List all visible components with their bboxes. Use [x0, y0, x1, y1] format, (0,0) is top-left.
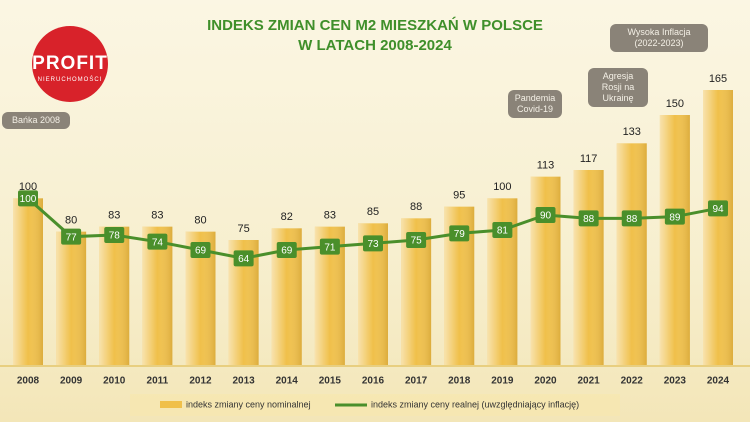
x-tick-label: 2018 — [448, 376, 471, 387]
annotation: Wysoka Inflacja (2022-2023) — [610, 24, 708, 52]
logo: PROFIT NIERUCHOMOŚCI — [32, 26, 108, 102]
value-label: 88 — [626, 214, 638, 225]
value-label: 88 — [410, 201, 422, 213]
x-tick-label: 2020 — [534, 376, 557, 387]
bar-shine — [703, 90, 733, 365]
value-label: 83 — [324, 210, 336, 222]
bar-shine — [56, 231, 87, 365]
x-tick-label: 2022 — [621, 376, 644, 387]
x-tick-label: 2021 — [578, 376, 601, 387]
bar-shine — [616, 143, 647, 365]
value-label: 69 — [195, 246, 207, 257]
point — [104, 227, 125, 243]
x-tick-label: 2023 — [664, 376, 687, 387]
point — [664, 208, 685, 225]
point — [449, 225, 470, 242]
value-label: 90 — [540, 211, 552, 222]
legend-label: indeks zmiany ceny nominalnej — [186, 399, 311, 409]
x-tick-label: 2008 — [17, 376, 40, 387]
x-tick-label: 2017 — [405, 376, 428, 387]
value-label: 133 — [623, 126, 641, 138]
x-tick-label: 2014 — [276, 376, 299, 387]
value-label: 82 — [281, 211, 293, 223]
bar-shine — [142, 226, 173, 365]
value-label: 79 — [454, 229, 466, 240]
point — [363, 235, 383, 252]
value-label: 95 — [453, 190, 465, 202]
value-label: 80 — [65, 215, 77, 227]
x-tick-label: 2019 — [491, 376, 514, 387]
value-label: 73 — [367, 239, 379, 250]
point — [190, 242, 211, 258]
value-label: 64 — [238, 254, 250, 265]
value-label: 100 — [19, 181, 37, 193]
point — [578, 210, 599, 227]
x-tick-label: 2016 — [362, 376, 385, 387]
point — [492, 222, 513, 238]
value-label: 75 — [238, 223, 250, 235]
value-label: 80 — [194, 215, 206, 227]
value-label: 165 — [709, 73, 727, 85]
value-label: 77 — [66, 232, 78, 243]
value-label: 100 — [493, 181, 511, 193]
point — [406, 232, 427, 248]
x-tick-label: 2011 — [147, 376, 169, 387]
value-label: 89 — [669, 212, 681, 223]
x-tick-label: 2013 — [233, 376, 256, 387]
x-tick-label: 2012 — [189, 376, 212, 387]
point — [147, 233, 168, 250]
value-label: 69 — [281, 246, 293, 257]
bar-shine — [13, 198, 43, 365]
x-tick-label: 2010 — [103, 376, 126, 387]
value-label: 100 — [20, 194, 37, 205]
value-label: 85 — [367, 206, 379, 218]
bar-shine — [659, 115, 690, 365]
axis-band — [0, 365, 750, 367]
x-tick-label: 2009 — [60, 376, 83, 387]
annotation: Pandemia Covid-19 — [508, 90, 562, 118]
legend-box — [130, 394, 620, 416]
point — [621, 210, 642, 227]
value-label: 150 — [666, 98, 684, 110]
value-label: 81 — [497, 226, 509, 237]
point — [61, 228, 82, 245]
value-label: 83 — [151, 210, 163, 222]
bar-shine — [99, 226, 130, 365]
value-label: 75 — [411, 236, 423, 247]
annotation: Agresja Rosji na Ukrainę — [588, 68, 648, 107]
x-tick-label: 2015 — [319, 376, 342, 387]
point — [233, 250, 254, 267]
logo-name: PROFIT — [32, 53, 108, 74]
chart-subtitle: W LATACH 2008-2024 — [298, 37, 452, 54]
point — [18, 190, 38, 207]
x-tick-label: 2024 — [707, 376, 730, 387]
bar-shine — [573, 170, 604, 365]
bar-shine — [530, 176, 561, 365]
annotation: Bańka 2008 — [2, 112, 70, 129]
value-label: 113 — [537, 160, 555, 172]
legend-label: indeks zmiany ceny realnej (uwzględniają… — [371, 399, 579, 409]
value-label: 88 — [583, 214, 595, 225]
point — [276, 242, 297, 258]
value-label: 71 — [324, 242, 336, 253]
value-label: 74 — [152, 237, 164, 248]
logo-tagline: NIERUCHOMOŚCI — [37, 77, 103, 83]
value-label: 78 — [109, 231, 121, 242]
legend-swatch — [160, 401, 182, 408]
value-label: 117 — [580, 153, 598, 165]
value-label: 94 — [712, 204, 724, 215]
value-label: 83 — [108, 210, 120, 222]
point — [535, 207, 556, 223]
point — [708, 200, 728, 217]
point — [319, 238, 340, 255]
chart-title: INDEKS ZMIAN CEN M2 MIESZKAŃ W POLSCE — [207, 17, 543, 34]
